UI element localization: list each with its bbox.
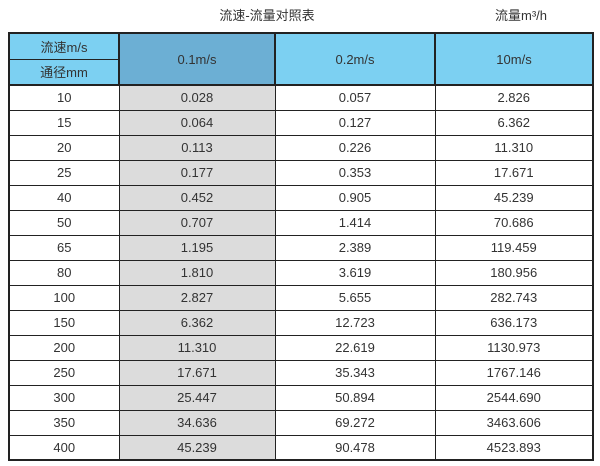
flow-value-cell: 1767.146 [434, 359, 594, 386]
table-row: 150 6.362 12.723 636.173 [8, 309, 594, 336]
flow-value-cell: 90.478 [274, 434, 436, 461]
table-row: 10 0.028 0.057 2.826 [8, 84, 594, 111]
flow-value-cell: 5.655 [274, 284, 436, 311]
flow-value-cell: 1.414 [274, 209, 436, 236]
table-row: 300 25.447 50.894 2544.690 [8, 384, 594, 411]
diameter-cell: 150 [8, 309, 120, 336]
column-header-0-2ms: 0.2m/s [274, 32, 436, 86]
diameter-cell: 200 [8, 334, 120, 361]
flow-unit-label: 流量m³/h [494, 8, 548, 23]
corner-velocity-label: 流速m/s [8, 32, 120, 60]
diameter-cell: 10 [8, 84, 120, 111]
flow-value-cell: 11.310 [434, 134, 594, 161]
flow-value-cell: 2.827 [118, 284, 276, 311]
column-header-10ms: 10m/s [434, 32, 594, 86]
diameter-cell: 80 [8, 259, 120, 286]
flow-value-cell: 0.113 [118, 134, 276, 161]
flow-value-cell: 17.671 [434, 159, 594, 186]
flow-value-cell: 34.636 [118, 409, 276, 436]
flow-value-cell: 11.310 [118, 334, 276, 361]
flow-value-cell: 2.389 [274, 234, 436, 261]
flow-value-cell: 0.353 [274, 159, 436, 186]
flow-value-cell: 0.057 [274, 84, 436, 111]
flow-value-cell: 636.173 [434, 309, 594, 336]
table-row: 20 0.113 0.226 11.310 [8, 134, 594, 161]
diameter-cell: 25 [8, 159, 120, 186]
table-row: 100 2.827 5.655 282.743 [8, 284, 594, 311]
table-row: 80 1.810 3.619 180.956 [8, 259, 594, 286]
table-row: 25 0.177 0.353 17.671 [8, 159, 594, 186]
flow-value-cell: 0.028 [118, 84, 276, 111]
flow-value-cell: 50.894 [274, 384, 436, 411]
flow-value-cell: 45.239 [434, 184, 594, 211]
flow-value-cell: 0.064 [118, 109, 276, 136]
flow-value-cell: 70.686 [434, 209, 594, 236]
flow-value-cell: 180.956 [434, 259, 594, 286]
header-row-velocity: 流速m/s 0.1m/s 0.2m/s 10m/s [8, 32, 594, 86]
corner-diameter-label: 通径mm [8, 58, 120, 86]
flow-value-cell: 2544.690 [434, 384, 594, 411]
diameter-cell: 15 [8, 109, 120, 136]
table-row: 350 34.636 69.272 3463.606 [8, 409, 594, 436]
flow-value-cell: 45.239 [118, 434, 276, 461]
table-row: 400 45.239 90.478 4523.893 [8, 434, 594, 461]
flow-value-cell: 0.177 [118, 159, 276, 186]
flow-value-cell: 0.127 [274, 109, 436, 136]
diameter-cell: 20 [8, 134, 120, 161]
column-header-0-1ms: 0.1m/s [118, 32, 276, 86]
flow-value-cell: 2.826 [434, 84, 594, 111]
flow-value-cell: 6.362 [434, 109, 594, 136]
header-row-diameter: 通径mm [8, 58, 593, 86]
table-row: 15 0.064 0.127 6.362 [8, 109, 594, 136]
flow-value-cell: 0.905 [274, 184, 436, 211]
flow-value-cell: 6.362 [118, 309, 276, 336]
flow-value-cell: 12.723 [274, 309, 436, 336]
flow-value-cell: 25.447 [118, 384, 276, 411]
flow-value-cell: 22.619 [274, 334, 436, 361]
flow-value-cell: 35.343 [274, 359, 436, 386]
diameter-cell: 350 [8, 409, 120, 436]
flow-value-cell: 0.226 [274, 134, 436, 161]
flow-value-cell: 282.743 [434, 284, 594, 311]
diameter-cell: 40 [8, 184, 120, 211]
flow-value-cell: 3463.606 [434, 409, 594, 436]
table-header: 流速m/s 0.1m/s 0.2m/s 10m/s 通径mm [8, 32, 594, 86]
diameter-cell: 300 [8, 384, 120, 411]
flow-value-cell: 1.810 [118, 259, 276, 286]
table-row: 50 0.707 1.414 70.686 [8, 209, 594, 236]
table-row: 40 0.452 0.905 45.239 [8, 184, 594, 211]
flow-value-cell: 0.707 [118, 209, 276, 236]
table-row: 65 1.195 2.389 119.459 [8, 234, 594, 261]
diameter-cell: 50 [8, 209, 120, 236]
flow-value-cell: 4523.893 [434, 434, 594, 461]
flow-value-cell: 119.459 [434, 234, 594, 261]
flow-value-cell: 1130.973 [434, 334, 594, 361]
flow-value-cell: 17.671 [118, 359, 276, 386]
table-row: 200 11.310 22.619 1130.973 [8, 334, 594, 361]
diameter-cell: 400 [8, 434, 120, 461]
flow-value-cell: 1.195 [118, 234, 276, 261]
flow-value-cell: 3.619 [274, 259, 436, 286]
page-title: 流速-流量对照表 [219, 8, 315, 23]
diameter-cell: 65 [8, 234, 120, 261]
table-body: 10 0.028 0.057 2.826 15 0.064 0.127 6.362 20 0.11… [8, 84, 594, 461]
diameter-cell: 250 [8, 359, 120, 386]
table-row: 250 17.671 35.343 1767.146 [8, 359, 594, 386]
flow-value-cell: 69.272 [274, 409, 436, 436]
velocity-flow-table: 流速m/s 0.1m/s 0.2m/s 10m/s 通径mm 10 0.028 0.… [8, 32, 594, 461]
diameter-cell: 100 [8, 284, 120, 311]
flow-value-cell: 0.452 [118, 184, 276, 211]
